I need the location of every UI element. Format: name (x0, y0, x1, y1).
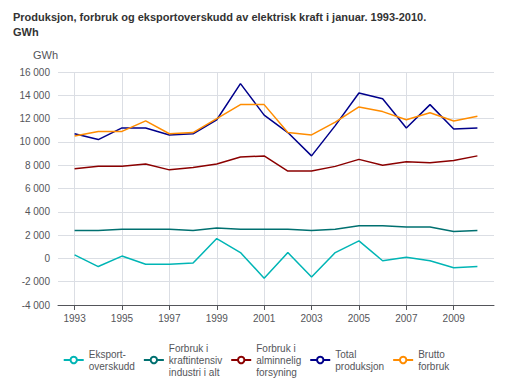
svg-text:forsyning: forsyning (256, 367, 297, 378)
svg-text:alminnelig: alminnelig (256, 355, 301, 366)
svg-text:2001: 2001 (253, 313, 276, 324)
svg-text:2 000: 2 000 (25, 230, 50, 241)
svg-text:2009: 2009 (443, 313, 466, 324)
svg-text:2007: 2007 (395, 313, 418, 324)
svg-text:16 000: 16 000 (19, 67, 50, 78)
svg-text:GWh: GWh (33, 49, 58, 61)
svg-text:industri i alt: industri i alt (169, 367, 220, 378)
svg-text:Total: Total (335, 349, 356, 360)
svg-text:0: 0 (44, 253, 50, 264)
svg-text:Brutto: Brutto (418, 349, 445, 360)
svg-text:GWh: GWh (13, 26, 39, 38)
svg-text:-4 000: -4 000 (22, 300, 51, 311)
svg-text:14 000: 14 000 (19, 90, 50, 101)
svg-text:8 000: 8 000 (25, 160, 50, 171)
svg-text:Produksjon, forbruk og eksport: Produksjon, forbruk og eksportoverskudd … (13, 11, 426, 23)
svg-text:12 000: 12 000 (19, 113, 50, 124)
svg-text:6 000: 6 000 (25, 183, 50, 194)
svg-text:Eksport-: Eksport- (89, 349, 126, 360)
svg-text:2003: 2003 (300, 313, 323, 324)
svg-text:Forbruk i: Forbruk i (256, 343, 295, 354)
svg-text:1999: 1999 (206, 313, 229, 324)
svg-text:overskudd: overskudd (89, 361, 135, 372)
svg-text:kraftintensiv: kraftintensiv (169, 355, 222, 366)
svg-text:1997: 1997 (158, 313, 181, 324)
svg-text:1995: 1995 (111, 313, 134, 324)
svg-text:10 000: 10 000 (19, 136, 50, 147)
svg-text:produksjon: produksjon (335, 361, 384, 372)
svg-text:1993: 1993 (63, 313, 86, 324)
svg-text:4 000: 4 000 (25, 206, 50, 217)
svg-text:-2 000: -2 000 (22, 276, 51, 287)
svg-text:forbruk: forbruk (418, 361, 450, 372)
svg-text:Forbruk i: Forbruk i (169, 343, 208, 354)
svg-text:2005: 2005 (348, 313, 371, 324)
